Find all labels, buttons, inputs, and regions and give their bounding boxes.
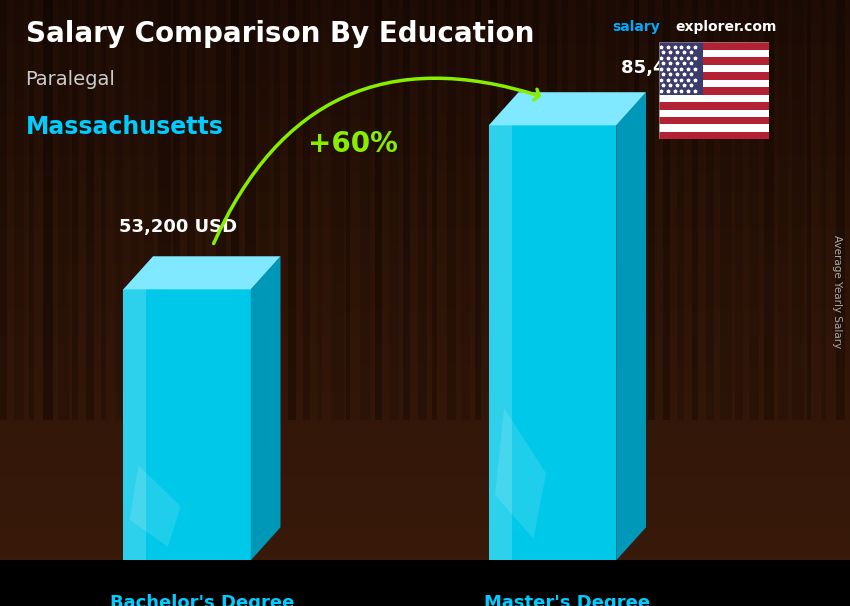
Bar [533,0,539,421]
Bar [677,0,683,421]
Bar [659,110,769,117]
Bar [659,95,769,102]
Bar [360,0,371,421]
Bar [0,0,8,421]
Polygon shape [495,408,546,539]
Bar [245,0,256,421]
Bar [807,0,812,421]
Bar [605,0,616,421]
Polygon shape [123,290,251,561]
Bar [778,0,788,421]
Bar [659,42,769,50]
Bar [144,0,154,421]
Bar [659,42,703,95]
Bar [659,87,769,95]
Bar [418,0,428,421]
Bar [187,0,196,421]
Bar [288,0,296,421]
Bar [763,0,774,421]
Bar [116,0,123,421]
Polygon shape [616,92,646,561]
Bar [461,0,470,421]
Text: Paralegal: Paralegal [26,70,116,89]
Text: explorer.com: explorer.com [676,19,777,33]
Bar [659,102,769,110]
Bar [216,0,226,421]
Bar [158,0,171,421]
Bar [663,0,670,421]
Text: Average Yearly Salary: Average Yearly Salary [832,235,842,348]
Bar [562,0,568,421]
Bar [518,0,524,421]
Polygon shape [489,125,512,561]
Bar [274,0,280,421]
Bar [332,0,344,421]
Bar [821,0,825,421]
Bar [201,0,207,421]
Bar [446,0,456,421]
Bar [504,0,511,421]
Bar [659,132,769,139]
Polygon shape [129,465,180,547]
Bar [173,0,179,421]
Bar [659,80,769,87]
Bar [659,117,769,124]
Bar [659,65,769,72]
Bar [43,0,54,421]
Bar [230,0,240,421]
Bar [490,0,496,421]
Bar [130,0,139,421]
Bar [836,0,846,421]
Bar [389,0,399,421]
Text: +60%: +60% [308,130,398,158]
Bar [259,0,269,421]
Bar [749,0,759,421]
Bar [792,0,804,421]
Bar [58,0,69,421]
Polygon shape [489,125,616,561]
Text: Massachusetts: Massachusetts [26,115,224,139]
Text: salary: salary [612,19,660,33]
Bar [375,0,382,421]
Bar [14,0,24,421]
Bar [659,124,769,132]
Bar [706,0,715,421]
Text: 53,200 USD: 53,200 USD [120,218,237,236]
Bar [72,0,78,421]
Bar [692,0,698,421]
Bar [576,0,587,421]
Bar [29,0,33,421]
Text: 85,400 USD: 85,400 USD [620,59,740,77]
Bar [303,0,309,421]
Polygon shape [489,92,646,125]
Bar [87,0,94,421]
Text: Master's Degree: Master's Degree [484,593,650,606]
Bar [634,0,639,421]
Bar [649,0,655,421]
Bar [432,0,438,421]
Bar [346,0,350,421]
Bar [475,0,480,421]
Polygon shape [123,290,146,561]
Polygon shape [123,256,280,290]
Bar [659,50,769,58]
Text: Bachelor's Degree: Bachelor's Degree [110,593,294,606]
Bar [720,0,733,421]
Bar [317,0,322,421]
Polygon shape [251,256,280,561]
Bar [734,0,743,421]
Bar [101,0,106,421]
Bar [591,0,596,421]
Bar [659,58,769,65]
Bar [404,0,411,421]
Bar [659,72,769,80]
Text: Salary Comparison By Education: Salary Comparison By Education [26,19,534,48]
Bar [620,0,628,421]
Bar [547,0,557,421]
